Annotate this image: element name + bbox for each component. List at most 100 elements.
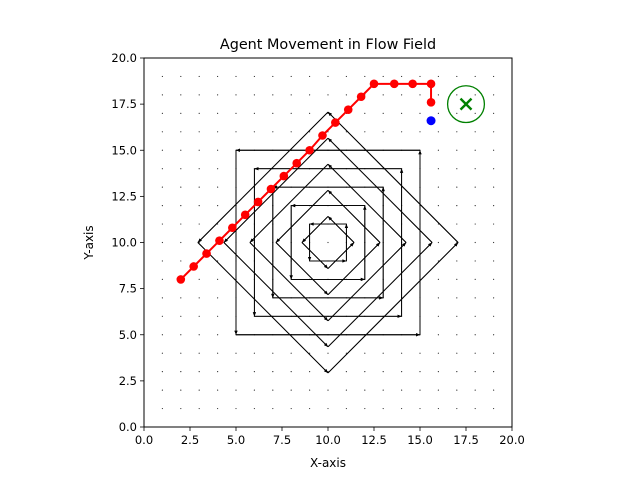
- flow-arrowhead: [252, 312, 256, 317]
- field-dot: [474, 94, 476, 96]
- y-tick-label: 10.0: [111, 236, 137, 250]
- field-dot: [419, 94, 421, 96]
- field-dot: [364, 75, 366, 78]
- flow-arrow: [275, 189, 329, 243]
- field-dot: [474, 223, 476, 225]
- field-dot: [290, 352, 292, 354]
- field-dot: [290, 94, 292, 96]
- flow-arrowhead: [376, 242, 381, 247]
- field-dot: [217, 223, 219, 225]
- field-dot: [401, 407, 403, 410]
- flow-arrow: [327, 216, 355, 243]
- field-dot: [474, 407, 476, 410]
- y-tick-label: 2.5: [119, 374, 137, 388]
- field-dot: [401, 389, 403, 391]
- field-dot: [253, 389, 255, 391]
- x-tick-label: 0.0: [135, 433, 153, 447]
- field-dot: [327, 75, 329, 78]
- flow-arrowhead: [291, 204, 296, 208]
- field-dot: [161, 389, 163, 391]
- field-dot: [493, 168, 495, 170]
- path-point: [305, 145, 314, 155]
- field-dot: [493, 131, 495, 133]
- field-dot: [309, 371, 311, 373]
- field-dot: [272, 112, 274, 114]
- field-dot: [235, 94, 237, 96]
- field-dot: [364, 389, 366, 391]
- field-dot: [161, 315, 163, 317]
- field-dot: [217, 149, 219, 151]
- field-dot: [235, 371, 237, 373]
- field-dot: [456, 260, 458, 262]
- field-dot: [272, 371, 274, 373]
- field-dot: [161, 371, 163, 373]
- field-dot: [217, 278, 219, 280]
- field-dot: [217, 168, 219, 170]
- flow-arrowhead: [328, 112, 332, 117]
- field-dot: [161, 94, 163, 96]
- field-dot: [401, 352, 403, 354]
- field-dot: [161, 297, 163, 299]
- field-dot: [198, 112, 200, 114]
- x-axis-ticks: 0.0 2.5 5.0 7.5 10.0 12.5 15.0 17.5 20.0: [135, 427, 525, 447]
- field-dot: [198, 371, 200, 373]
- field-dot: [198, 131, 200, 133]
- field-dot: [180, 168, 182, 170]
- field-dot: [198, 186, 200, 188]
- field-dot: [161, 241, 163, 244]
- field-dot: [198, 223, 200, 225]
- path-point: [408, 79, 417, 89]
- field-dot: [198, 278, 200, 280]
- field-dot: [364, 112, 366, 114]
- field-dot: [309, 389, 311, 391]
- field-dot: [327, 389, 329, 391]
- field-dot: [493, 241, 495, 244]
- field-dot: [419, 75, 421, 78]
- field-dot: [217, 371, 219, 373]
- field-dot: [327, 407, 329, 410]
- field-dot: [474, 205, 476, 207]
- field-dot: [180, 260, 182, 262]
- field-dot: [198, 297, 200, 299]
- field-dot: [290, 389, 292, 391]
- field-dot: [364, 352, 366, 354]
- field-dot: [217, 315, 219, 317]
- field-dot: [456, 371, 458, 373]
- field-dot: [180, 112, 182, 114]
- x-tick-label: 17.5: [453, 433, 479, 447]
- path-point: [356, 92, 366, 102]
- field-dot: [198, 389, 200, 391]
- field-dot: [493, 278, 495, 280]
- flow-arrowhead: [197, 238, 202, 243]
- field-dot: [161, 334, 163, 336]
- field-dot: [217, 334, 219, 336]
- field-dot: [180, 223, 182, 225]
- field-dot: [493, 297, 495, 299]
- field-dot: [272, 94, 274, 96]
- field-dot: [493, 334, 495, 336]
- field-dot: [382, 389, 384, 391]
- flow-arrowhead: [381, 187, 385, 192]
- field-dot: [198, 241, 200, 244]
- field-dot: [493, 223, 495, 225]
- field-dot: [161, 131, 163, 133]
- field-dot: [474, 186, 476, 188]
- path-point: [331, 118, 340, 127]
- path-point: [176, 275, 186, 284]
- field-dot: [474, 131, 476, 133]
- field-dot: [382, 112, 384, 114]
- field-dot: [272, 352, 274, 354]
- field-dot: [272, 407, 274, 410]
- field-dot: [456, 186, 458, 188]
- field-dot: [493, 149, 495, 151]
- field-dot: [456, 315, 458, 317]
- field-dot: [345, 371, 347, 373]
- field-dot: [217, 75, 219, 78]
- field-dot: [437, 297, 439, 299]
- flow-arrow: [275, 242, 329, 296]
- field-dot: [474, 352, 476, 354]
- flow-arrow: [327, 189, 381, 243]
- field-dot: [493, 352, 495, 354]
- field-dot: [493, 260, 495, 262]
